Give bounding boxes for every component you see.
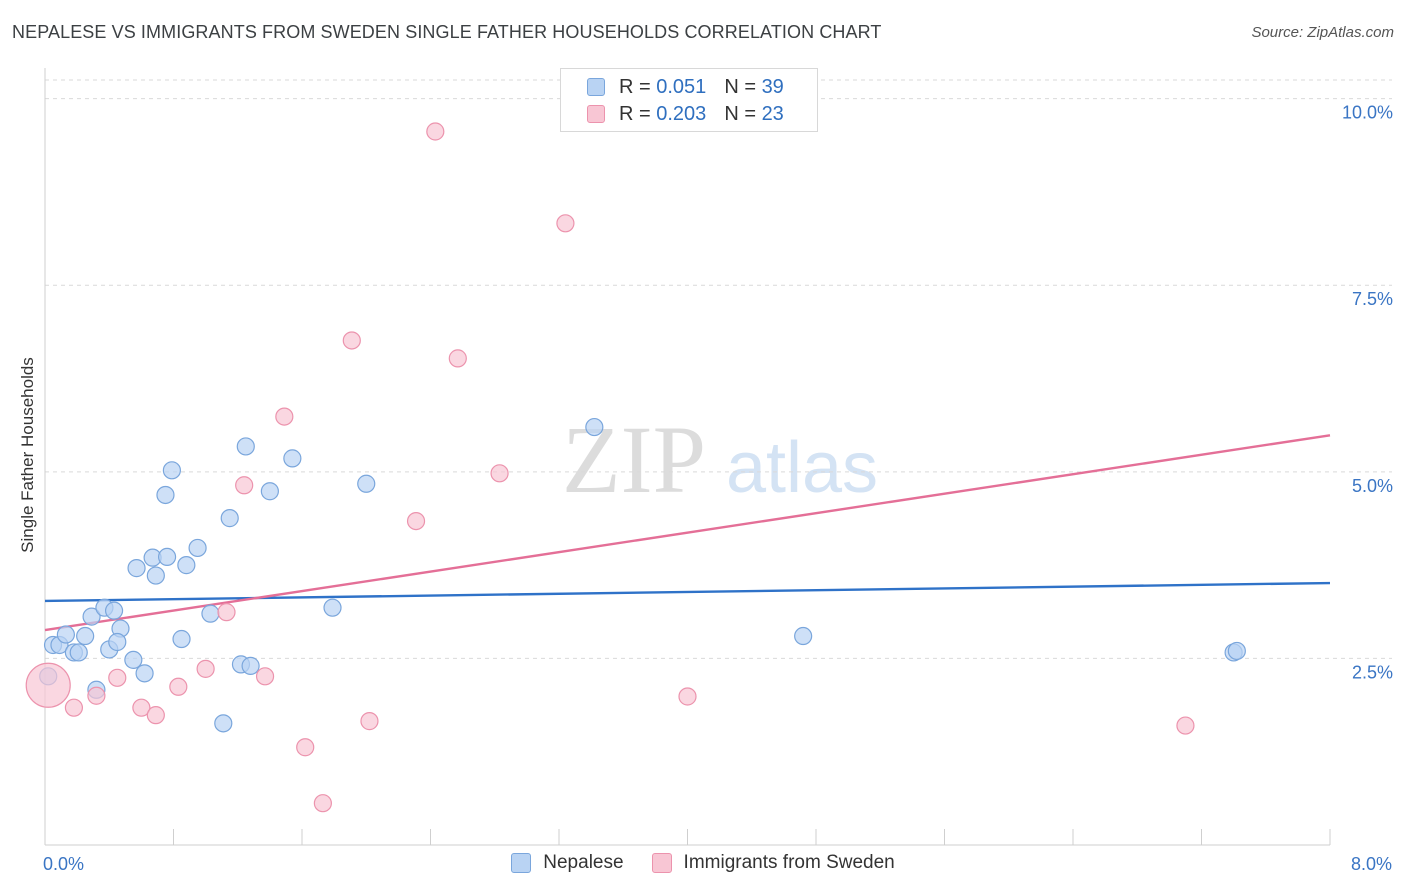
legend-row-sweden: R = 0.203 N = 23: [587, 102, 784, 126]
legend-swatch-sweden: [651, 853, 672, 873]
sweden-point: [196, 659, 215, 678]
nepalese-point: [188, 538, 207, 558]
nepalese-point: [69, 643, 88, 662]
nepalese-point: [124, 650, 143, 670]
nepalese-point: [104, 601, 124, 620]
sweden-point: [1176, 716, 1195, 735]
watermark-zip: ZIP: [562, 406, 706, 513]
legend-item-nepalese: Nepalese: [511, 852, 624, 874]
legend-n-label: N =: [724, 75, 756, 98]
stats-legend: R = 0.051 N = 39 R = 0.203 N = 23: [560, 68, 818, 132]
sweden-point: [64, 698, 84, 717]
nepalese-point: [76, 626, 95, 646]
nepalese-point: [177, 556, 196, 575]
tick-label-layer: 2.5% 5.0% 7.5% 10.0% 0.0% 8.0%: [43, 103, 1393, 874]
legend-label-sweden: Immigrants from Sweden: [683, 852, 895, 873]
nepalese-point: [172, 629, 191, 649]
watermark: ZIP atlas: [562, 406, 878, 513]
watermark-atlas: atlas: [726, 428, 878, 508]
sweden-point: [678, 687, 697, 706]
y-tick-label: 10.0%: [1342, 103, 1393, 123]
nepalese-point: [220, 509, 239, 528]
nepalese-point: [241, 656, 260, 675]
sweden-point: [360, 712, 379, 731]
nepalese-point: [214, 714, 233, 733]
point-layer: [25, 122, 1246, 813]
sweden-point: [556, 214, 575, 233]
nepalese-point: [283, 449, 302, 468]
nepalese-point: [127, 559, 146, 578]
sweden-point: [235, 476, 254, 495]
sweden-point: [490, 464, 509, 483]
sweden-point: [275, 407, 294, 426]
legend-r-label: R =: [619, 102, 651, 125]
axis-layer: [44, 68, 1331, 846]
legend-swatch-nepalese: [511, 853, 532, 873]
nepalese-point: [56, 625, 75, 644]
nepalese-point: [108, 632, 127, 652]
nepalese-point: [162, 461, 181, 480]
sweden-point: [217, 603, 236, 622]
legend-row-nepalese: R = 0.051 N = 39: [587, 75, 784, 99]
nepalese-point: [146, 566, 165, 585]
sweden-point: [25, 662, 71, 708]
legend-swatch-blue: [587, 78, 605, 96]
sweden-point: [87, 686, 106, 705]
nepalese-point: [794, 626, 813, 646]
nepalese-point: [201, 604, 220, 623]
x-tick-label: 0.0%: [43, 854, 84, 874]
legend-swatch-pink: [587, 105, 605, 123]
nepalese-point: [323, 598, 342, 617]
nepalese-point: [157, 547, 177, 567]
grid-layer: [45, 79, 1392, 659]
nepalese-point: [156, 485, 175, 505]
legend-n-value: 23: [761, 102, 784, 125]
chart-title: NEPALESE VS IMMIGRANTS FROM SWEDEN SINGL…: [12, 22, 882, 42]
legend-r-value: 0.203: [656, 102, 707, 125]
legend-n-value: 39: [761, 75, 784, 98]
nepalese-point: [1227, 641, 1246, 661]
legend-r-value: 0.051: [656, 75, 707, 98]
legend-item-sweden: Immigrants from Sweden: [651, 852, 895, 874]
nepalese-point: [357, 474, 376, 493]
sweden-point: [169, 677, 188, 696]
nepalese-trend-line: [44, 581, 1331, 603]
trend-layer: [44, 434, 1331, 632]
nepalese-point: [260, 482, 279, 501]
y-tick-label: 5.0%: [1352, 476, 1393, 496]
nepalese-point: [82, 607, 101, 626]
sweden-point: [108, 668, 127, 687]
source-label: Source: ZipAtlas.com: [1251, 24, 1394, 41]
sweden-trend-line: [44, 434, 1331, 632]
sweden-point: [426, 122, 445, 141]
sweden-point: [132, 698, 151, 717]
nepalese-point: [236, 437, 255, 456]
legend-r-label: R =: [619, 75, 651, 98]
sweden-point: [342, 331, 361, 350]
y-tick-label: 7.5%: [1352, 289, 1393, 309]
series-legend: Nepalese Immigrants from Sweden: [0, 852, 1406, 874]
y-tick-label: 2.5%: [1352, 662, 1393, 682]
sweden-point: [146, 706, 165, 725]
nepalese-point: [585, 417, 604, 437]
sweden-point: [406, 511, 426, 531]
sweden-point: [296, 738, 315, 757]
sweden-point: [448, 349, 467, 368]
legend-n-label: N =: [724, 102, 756, 125]
sweden-point: [255, 667, 275, 686]
x-tick-label: 8.0%: [1351, 854, 1392, 874]
legend-label-nepalese: Nepalese: [543, 852, 624, 873]
sweden-point: [313, 794, 332, 813]
nepalese-point: [135, 664, 154, 683]
